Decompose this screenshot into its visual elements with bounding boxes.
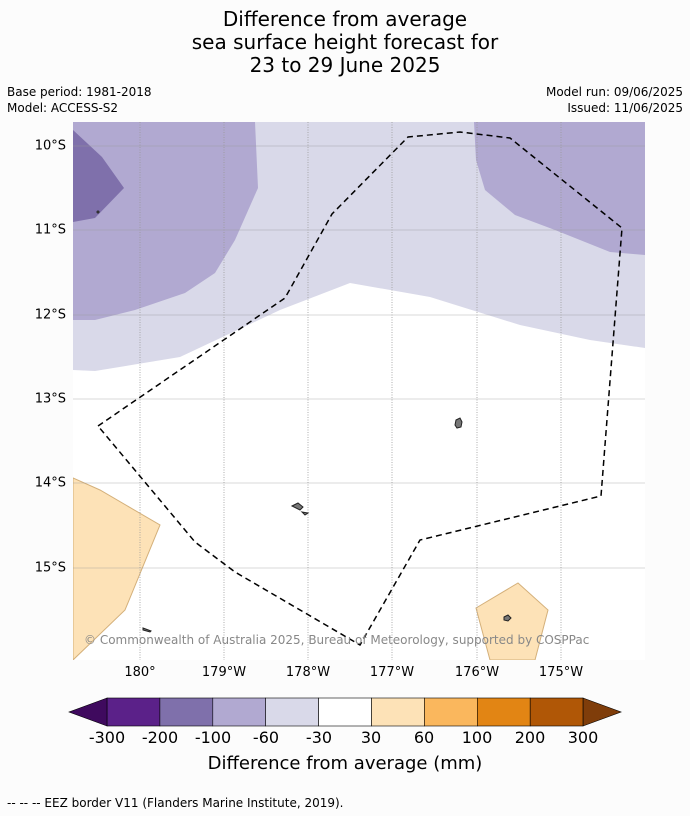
colorbar-tick: 60 [413,728,435,747]
colorbar-extend-low [68,697,108,727]
colorbar-segment [265,697,319,727]
colorbar [68,697,622,727]
lon-label-178w: 178°W [285,665,331,680]
colorbar-segment [424,697,478,727]
lon-label-176w: 176°W [454,665,500,680]
colorbar-segment [476,697,531,727]
chart-title: Difference from average sea surface heig… [0,8,690,77]
colorbar-tick: 100 [461,728,493,747]
anomaly-region-peach-west [73,477,161,660]
islands [96,210,512,633]
island-wallis-2 [300,511,310,516]
meta-left: Base period: 1981-2018 Model: ACCESS-S2 [7,84,152,116]
colorbar-segment [212,697,267,727]
model-run: Model run: 09/06/2025 [545,85,683,99]
colorbar-segment [318,697,372,727]
eez-border [97,131,623,647]
meta-right: Model run: 09/06/2025 Issued: 11/06/2025 [546,84,683,116]
anomaly-region-lavender-east [474,122,645,255]
lat-label-10s: 10°S [34,138,66,154]
colorbar-tick: -30 [305,728,333,747]
anomaly-region-purple-corner [73,130,124,222]
colorbar-segment [529,697,584,727]
colorbar-tick: 30 [360,728,382,747]
colorbar-tick: -300 [88,728,126,747]
lat-label-14s: 14°S [34,475,66,491]
eez-footnote: -- -- -- EEZ border V11 (Flanders Marine… [7,796,344,810]
colorbar-tick: -60 [252,728,280,747]
issued-date: Issued: 11/06/2025 [567,101,683,115]
lat-label-11s: 11°S [34,222,66,238]
island-small-sw [142,627,152,633]
title-line-1: Difference from average [222,7,468,31]
title-line-2: sea surface height forecast for [191,30,499,54]
lat-label-15s: 15°S [34,560,66,576]
lon-label-177w: 177°W [369,665,415,680]
lat-label-13s: 13°S [34,391,66,407]
colorbar-segment [371,697,425,727]
colorbar-extend-high [582,697,622,727]
colorbar-label: Difference from average (mm) [207,753,483,774]
lat-label-12s: 12°S [34,307,66,323]
base-period: Base period: 1981-2018 [7,85,152,99]
island-niuafo-ou [454,417,463,429]
lon-label-180: 180° [124,665,156,680]
colorbar-tick: 300 [567,728,599,747]
anomaly-region-lavender-west [73,122,258,320]
colorbar-tick: -200 [141,728,179,747]
island-niue [503,614,512,622]
island-wallis [290,502,304,511]
map-gridlines [73,122,645,660]
colorbar-tick: -100 [194,728,232,747]
anomaly-region-peach-southeast [475,582,549,660]
colorbar-segment [159,697,214,727]
colorbar-tick: 200 [514,728,546,747]
title-line-3: 23 to 29 June 2025 [249,53,441,77]
lon-label-179w: 179°W [201,665,247,680]
map-area [73,122,645,660]
island-dot-nw [96,210,100,214]
model-name: Model: ACCESS-S2 [7,101,119,115]
colorbar-segment [106,697,161,727]
copyright-notice: © Commonwealth of Australia 2025, Bureau… [84,633,590,647]
lon-label-175w: 175°W [538,665,584,680]
